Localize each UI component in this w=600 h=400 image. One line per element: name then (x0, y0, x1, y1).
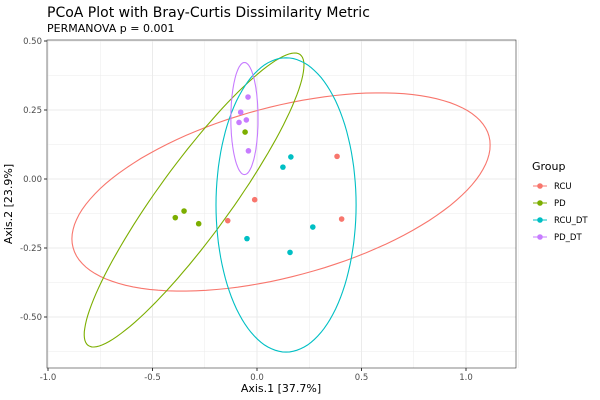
y-tick-label: 0.25 (23, 106, 42, 116)
point-rcu-dt (310, 224, 316, 230)
ellipses (71, 52, 491, 353)
y-tick-label: 0.50 (23, 37, 42, 47)
point-rcu-dt (280, 164, 286, 170)
point-pd (181, 208, 187, 214)
point-pd-dt (245, 94, 251, 100)
point-rcu-dt (244, 235, 250, 242)
ellipse-rcu (71, 92, 491, 292)
point-rcu-dt (288, 154, 294, 160)
point-pd (242, 129, 248, 135)
y-tick-label: -0.25 (20, 244, 42, 254)
x-tick-label: -1.0 (40, 373, 57, 383)
point-pd (172, 214, 179, 221)
legend-key-point (537, 217, 543, 223)
x-tick-label: 0.5 (355, 373, 369, 383)
legend-key-point (537, 183, 543, 189)
plot-panel-border (46, 39, 517, 369)
plot-background (47, 40, 516, 368)
point-rcu (334, 153, 340, 160)
ticks: -1.0 -0.5 0.0 0.5 1.0 0.50 0.25 0.00 -0.25 -0.50 (20, 37, 473, 383)
point-rcu-dt (287, 249, 293, 256)
x-axis-label: Axis.1 [37.7%] (241, 382, 321, 395)
y-tick-label: 0.00 (23, 175, 42, 185)
legend-label: PD_DT (554, 233, 582, 243)
x-tick-label: 1.0 (459, 373, 473, 383)
ellipse-rcu-dt (215, 57, 357, 353)
point-pd-dt (236, 119, 242, 126)
legend: Group RCU PD RCU_DT PD_DT (532, 160, 588, 243)
legend-label: RCU_DT (554, 216, 588, 226)
point-pd-dt (245, 148, 252, 154)
point-pd-dt (243, 117, 250, 123)
point-rcu (251, 196, 258, 203)
y-axis-label: Axis.2 [23.9%] (2, 164, 15, 244)
chart-title: PCoA Plot with Bray-Curtis Dissimilarity… (47, 5, 370, 21)
point-rcu (224, 217, 231, 224)
ellipse-pd-dt (230, 61, 259, 176)
legend-title: Group (532, 160, 566, 173)
x-tick-label: -0.5 (144, 373, 161, 383)
legend-label: PD (554, 199, 566, 209)
legend-key-point (537, 234, 543, 240)
legend-label: RCU (554, 182, 572, 192)
point-pd-dt (237, 109, 244, 116)
grid (47, 40, 519, 368)
y-tick-label: -0.50 (20, 313, 42, 323)
ellipse-pd (83, 52, 305, 348)
point-pd (195, 220, 202, 227)
legend-key-point (537, 200, 543, 206)
chart-subtitle: PERMANOVA p = 0.001 (47, 22, 174, 35)
points (172, 94, 345, 256)
x-tick-label: 0.0 (250, 373, 264, 383)
point-rcu (338, 216, 345, 222)
